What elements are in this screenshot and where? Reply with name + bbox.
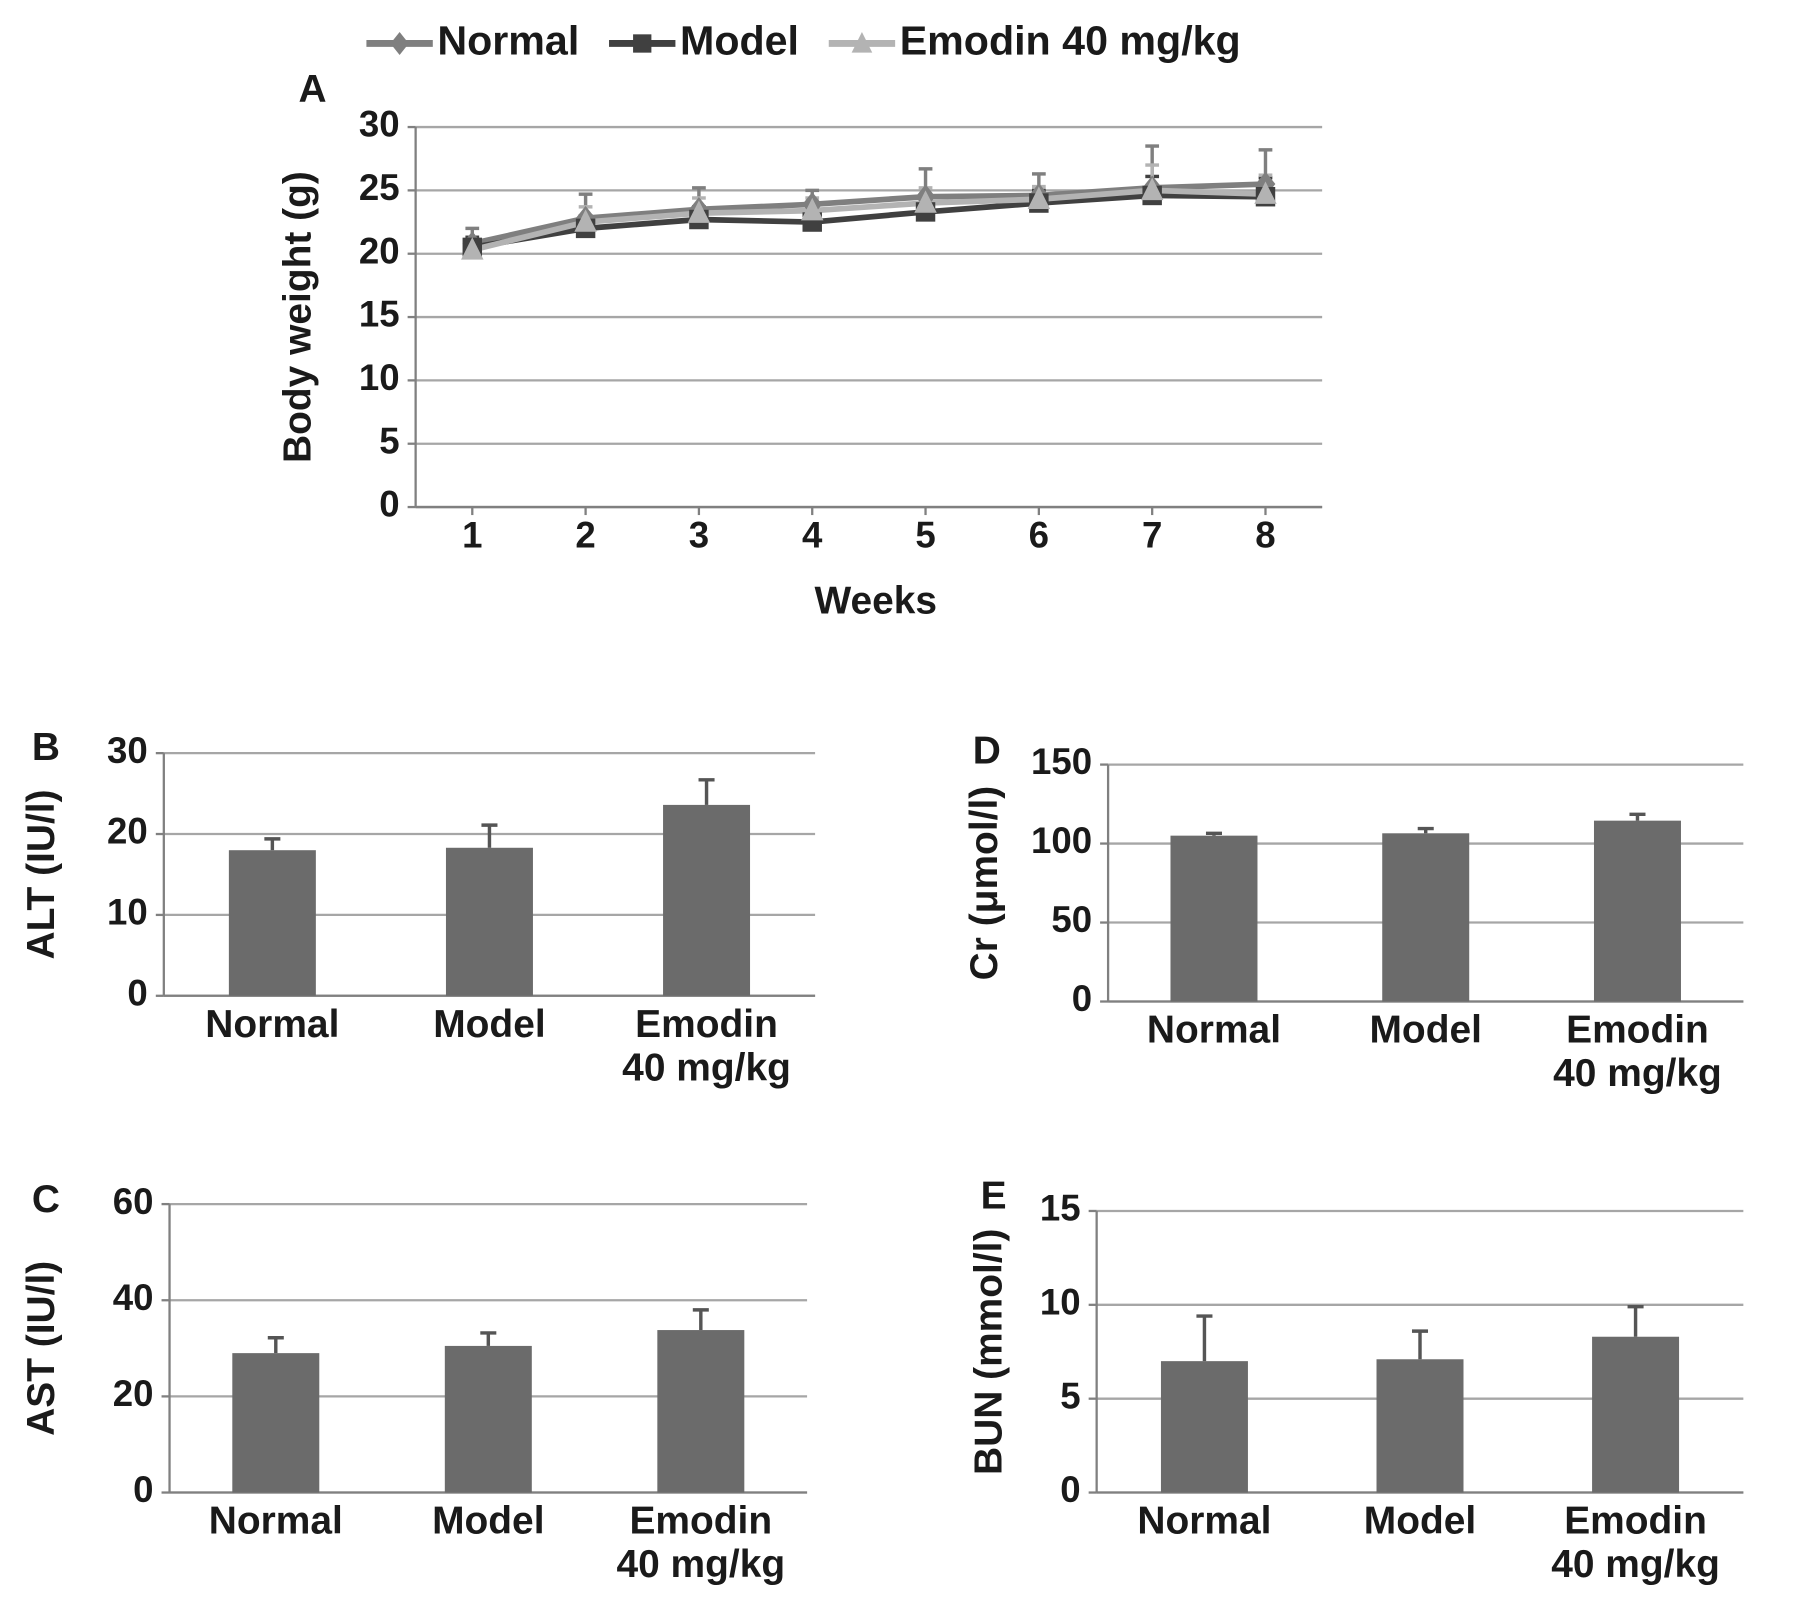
y-tick-label: 60 [113, 1181, 154, 1222]
x-tick-label: Emodin 40 mg/kg [1551, 1499, 1720, 1587]
y-tick-label: 30 [359, 104, 400, 145]
marker [1140, 177, 1164, 201]
y-axis-label: ALT (IU/l) [20, 789, 63, 959]
y-tick-label: 150 [1031, 741, 1092, 782]
x-tick-label: Model [1369, 1008, 1482, 1052]
legend-label: Model [680, 17, 799, 63]
bar [663, 804, 751, 996]
x-tick-label: Emodin 40 mg/kg [1553, 1008, 1722, 1096]
legend-label: Normal [437, 17, 579, 63]
x-label-box: Model [432, 1499, 545, 1543]
y-tick-label: 0 [379, 484, 399, 525]
x-tick-label: 7 [1142, 515, 1162, 556]
bar [232, 1353, 320, 1493]
y-tick-label: 0 [1072, 978, 1092, 1019]
series-line [471, 187, 1266, 253]
x-tick-label: Normal [208, 1499, 343, 1543]
x-label-box: Emodin 40 mg/kg [1551, 1499, 1720, 1587]
x-tick-label: Model [432, 1499, 545, 1543]
x-tick-label: 3 [689, 515, 709, 556]
y-tick-label: 30 [107, 730, 148, 771]
y-tick-label: 5 [1060, 1375, 1080, 1416]
y-tick-label: 0 [127, 972, 147, 1013]
x-tick-label: Normal [205, 1002, 340, 1047]
bar [1376, 1359, 1464, 1493]
x-tick-label: Normal [1146, 1008, 1282, 1052]
panel-label: E [981, 1175, 1007, 1218]
y-axis-label: Body weight (g) [276, 171, 319, 463]
marker [1254, 181, 1277, 204]
y-tick-label: 100 [1031, 820, 1092, 861]
x-tick-label: Model [1363, 1499, 1477, 1543]
bar [657, 1330, 745, 1493]
x-tick-label: Normal [1137, 1499, 1272, 1543]
x-axis-label: Weeks [814, 579, 937, 622]
y-tick-label: 10 [1040, 1282, 1081, 1323]
x-tick-label: 2 [575, 515, 595, 556]
panel-label: C [32, 1178, 60, 1221]
x-tick-label: 8 [1255, 515, 1275, 556]
x-tick-label: Model [433, 1002, 546, 1047]
marker [574, 209, 597, 232]
panel-label: B [32, 726, 60, 769]
y-tick-label: 5 [379, 420, 399, 461]
legend-marker [390, 32, 409, 55]
x-label-box: Model [433, 1002, 546, 1047]
x-label-box: Emodin 40 mg/kg [616, 1499, 786, 1587]
x-label-box: Emodin 40 mg/kg [1553, 1008, 1722, 1096]
x-label-box: Model [1363, 1499, 1477, 1543]
bar [1170, 835, 1258, 1002]
bar [1592, 1336, 1680, 1493]
bar [1593, 820, 1681, 1002]
bar [228, 850, 316, 996]
x-tick-label: 6 [1029, 515, 1049, 556]
y-axis-label: BUN (mmol/l) [968, 1229, 1011, 1475]
series-line [471, 192, 1266, 251]
x-tick-label: Emodin 40 mg/kg [616, 1499, 786, 1587]
x-tick-label: Emodin 40 mg/kg [622, 1002, 791, 1090]
y-tick-label: 20 [359, 230, 400, 271]
x-label-box: Model [1369, 1008, 1482, 1052]
x-label-box: Normal [208, 1499, 343, 1543]
x-tick-label: 1 [462, 515, 482, 556]
y-tick-label: 10 [107, 892, 148, 933]
y-tick-label: 10 [359, 357, 400, 398]
y-tick-label: 25 [359, 167, 400, 208]
legend-marker [851, 32, 873, 53]
x-tick-label: 5 [915, 515, 935, 556]
x-tick-label: 4 [802, 515, 823, 556]
x-label-box: Normal [205, 1002, 340, 1047]
marker [461, 237, 484, 260]
y-tick-label: 20 [113, 1373, 154, 1414]
legend-marker [633, 34, 652, 53]
marker [687, 200, 711, 223]
x-label-box: Emodin 40 mg/kg [622, 1002, 791, 1090]
panel-label: A [299, 68, 327, 111]
bar [444, 1345, 532, 1493]
panel-label: D [973, 729, 1001, 772]
bar [1382, 833, 1470, 1002]
x-label-box: Normal [1137, 1499, 1272, 1543]
y-tick-label: 20 [107, 811, 148, 852]
bar [1160, 1361, 1248, 1493]
y-tick-label: 15 [359, 294, 400, 335]
y-tick-label: 0 [1060, 1469, 1080, 1510]
marker [1027, 186, 1051, 209]
x-label-box: Normal [1146, 1008, 1282, 1052]
y-tick-label: 40 [113, 1277, 154, 1318]
y-axis-label: Cr (μmol/l) [963, 786, 1006, 981]
legend-label: Emodin 40 mg/kg [900, 17, 1241, 63]
y-tick-label: 50 [1051, 899, 1092, 940]
y-tick-label: 0 [133, 1469, 153, 1510]
bar [445, 847, 533, 996]
y-tick-label: 15 [1040, 1188, 1081, 1229]
marker [801, 197, 824, 221]
y-axis-label: AST (IU/l) [20, 1261, 63, 1436]
marker [914, 190, 937, 213]
